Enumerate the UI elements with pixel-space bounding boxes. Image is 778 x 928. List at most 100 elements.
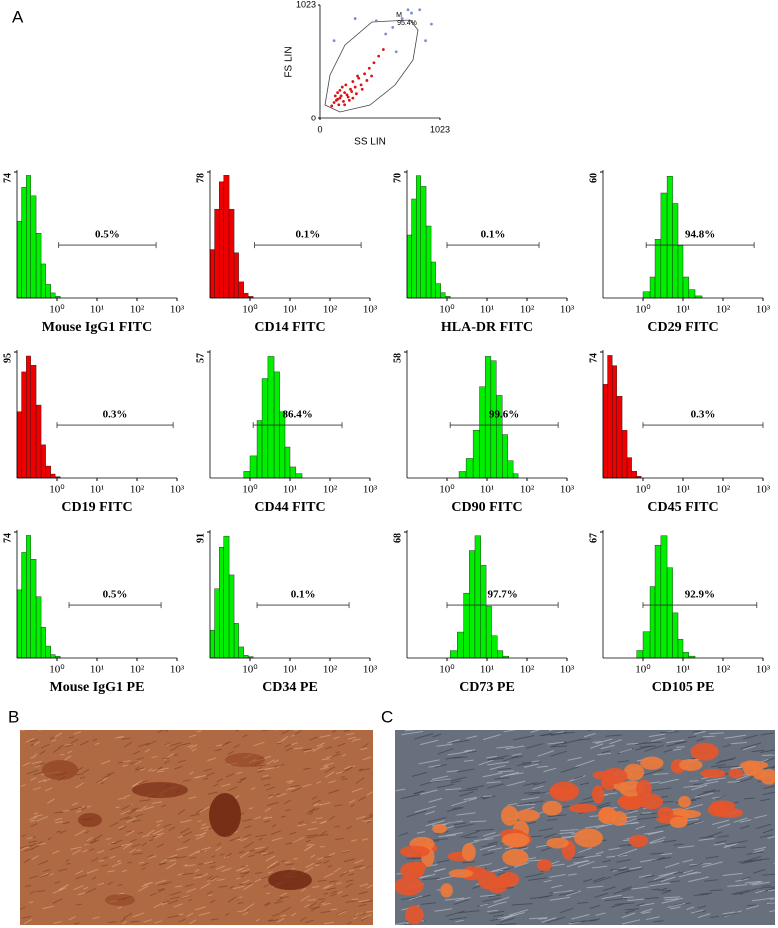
texture-stroke: [615, 853, 626, 858]
event-dot: [372, 61, 376, 65]
event-dot: [332, 101, 336, 104]
texture-stroke: [336, 882, 343, 885]
texture-stroke: [358, 891, 368, 895]
texture-stroke: [506, 780, 526, 787]
histogram-bar: [35, 596, 42, 659]
texture-stroke: [300, 895, 310, 902]
event-dot: [370, 74, 374, 78]
histogram-bar: [479, 386, 486, 479]
texture-stroke: [154, 920, 163, 924]
histogram-bar: [21, 187, 27, 299]
texture-stroke: [198, 911, 211, 916]
texture-stroke: [420, 902, 437, 905]
texture-stroke: [73, 884, 84, 891]
x-tick-label: 10²: [520, 484, 535, 496]
texture-stroke: [123, 741, 133, 748]
texture-stroke: [311, 821, 317, 824]
texture-stroke: [239, 778, 246, 782]
texture-stroke: [326, 815, 336, 822]
chart-title: CD90 FITC: [451, 500, 522, 515]
texture-stroke: [174, 765, 183, 770]
texture-stroke: [196, 874, 204, 877]
texture-stroke: [154, 879, 167, 885]
texture-stroke: [344, 730, 348, 731]
texture-stroke: [601, 750, 611, 754]
histogram-bar: [642, 631, 651, 659]
texture-stroke: [486, 781, 501, 784]
texture-stroke: [537, 750, 555, 757]
texture-stroke: [304, 904, 310, 908]
texture-stroke: [499, 917, 515, 923]
lipid-cluster: [740, 760, 769, 770]
texture-stroke: [52, 888, 64, 894]
histogram-bar: [261, 378, 269, 479]
texture-stroke: [138, 780, 149, 785]
histogram-bar: [295, 473, 303, 479]
texture-stroke: [513, 735, 535, 741]
texture-stroke: [83, 768, 90, 774]
texture-stroke: [308, 812, 314, 816]
histogram-bar: [485, 605, 492, 659]
histogram-bar: [267, 356, 275, 479]
texture-stroke: [75, 870, 84, 875]
texture-stroke: [318, 898, 325, 901]
texture-stroke: [481, 843, 498, 848]
texture-stroke: [199, 831, 207, 837]
texture-stroke: [460, 830, 480, 838]
texture-stroke: [418, 759, 440, 765]
texture-stroke: [710, 915, 719, 918]
event-dot: [345, 93, 349, 97]
texture-stroke: [736, 884, 748, 887]
texture-stroke: [49, 736, 56, 740]
texture-stroke: [436, 743, 453, 747]
texture-stroke: [210, 855, 216, 858]
texture-stroke: [562, 731, 575, 734]
texture-stroke: [621, 886, 633, 891]
lipid-cluster: [536, 859, 553, 872]
event-dot: [340, 85, 344, 89]
texture-stroke: [152, 828, 164, 835]
texture-stroke: [414, 805, 436, 813]
texture-stroke: [722, 872, 743, 876]
texture-stroke: [740, 825, 750, 830]
texture-stroke: [473, 838, 494, 842]
event-dot: [339, 94, 343, 98]
texture-stroke: [170, 741, 182, 747]
texture-stroke: [233, 744, 241, 749]
texture-stroke: [702, 735, 716, 738]
lipid-cluster: [613, 781, 628, 791]
texture-stroke: [58, 830, 67, 835]
texture-stroke: [39, 873, 51, 878]
texture-stroke: [134, 813, 144, 818]
x-tick-label: 10¹: [480, 484, 494, 496]
event-dot: [354, 92, 358, 96]
texture-stroke: [197, 820, 202, 823]
texture-stroke: [27, 769, 39, 775]
texture-stroke: [265, 855, 276, 862]
texture-stroke: [529, 800, 544, 804]
gate-percent: 0.5%: [103, 589, 128, 601]
texture-stroke: [693, 893, 709, 896]
texture-stroke: [299, 916, 307, 922]
texture-stroke: [100, 782, 105, 784]
texture-stroke: [131, 843, 141, 848]
texture-stroke: [207, 791, 218, 795]
texture-stroke: [165, 730, 170, 733]
texture-stroke: [549, 874, 566, 878]
texture-stroke: [34, 764, 41, 768]
texture-stroke: [51, 739, 57, 742]
y-tick-label: 95: [2, 353, 13, 363]
texture-stroke: [128, 807, 139, 815]
texture-stroke: [316, 857, 324, 860]
texture-stroke: [653, 773, 669, 775]
texture-stroke: [159, 862, 166, 866]
texture-stroke: [348, 873, 355, 876]
lipid-cluster: [700, 768, 726, 779]
texture-stroke: [333, 825, 340, 828]
texture-stroke: [452, 756, 468, 759]
texture-stroke: [20, 906, 26, 910]
texture-stroke: [141, 805, 147, 810]
texture-stroke: [521, 761, 541, 764]
histogram-bar: [457, 631, 464, 659]
